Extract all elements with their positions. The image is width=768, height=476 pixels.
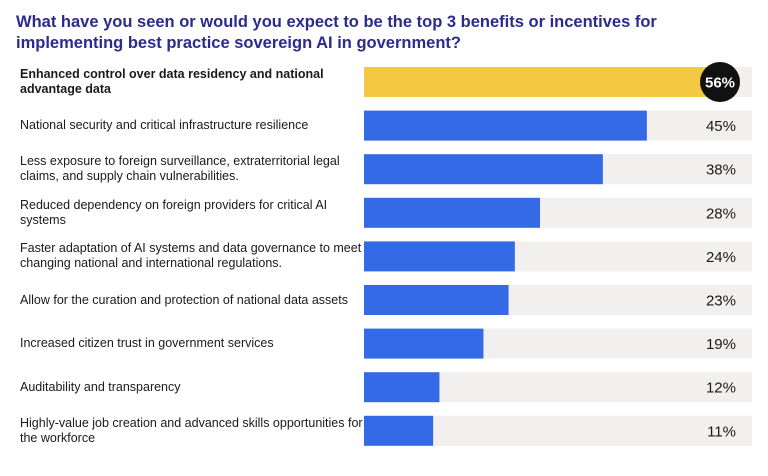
bar — [364, 197, 540, 228]
value-label: 24% — [706, 249, 736, 266]
category-label: Reduced dependency on foreign providers … — [20, 197, 328, 227]
bar — [364, 110, 647, 141]
value-label: 12% — [706, 380, 736, 397]
value-label: 56% — [705, 75, 735, 92]
bar — [364, 241, 515, 272]
bar — [364, 285, 509, 315]
value-label: 28% — [706, 205, 736, 222]
value-label: 23% — [706, 293, 736, 310]
category-label: Allow for the curation and protection of… — [20, 292, 348, 307]
highlight-badge — [700, 62, 740, 102]
bar — [364, 67, 716, 97]
value-label: 11% — [707, 423, 736, 440]
category-label: Enhanced control over data residency and… — [20, 67, 324, 96]
category-label: Less exposure to foreign surveillance, e… — [20, 154, 340, 184]
category-label: Increased citizen trust in government se… — [20, 336, 274, 351]
bar — [364, 154, 603, 185]
bar — [364, 415, 434, 446]
bar — [364, 328, 484, 359]
category-label: Auditability and transparency — [20, 379, 181, 394]
category-label: National security and critical infrastru… — [20, 118, 309, 133]
category-label: Highly-value job creation and advanced s… — [20, 415, 363, 445]
bar — [364, 372, 440, 403]
value-label: 19% — [706, 336, 736, 353]
value-label: 45% — [706, 118, 736, 135]
chart-title: What have you seen or would you expect t… — [16, 13, 657, 52]
value-label: 38% — [706, 162, 736, 179]
category-label: Faster adaptation of AI systems and data… — [20, 241, 362, 271]
